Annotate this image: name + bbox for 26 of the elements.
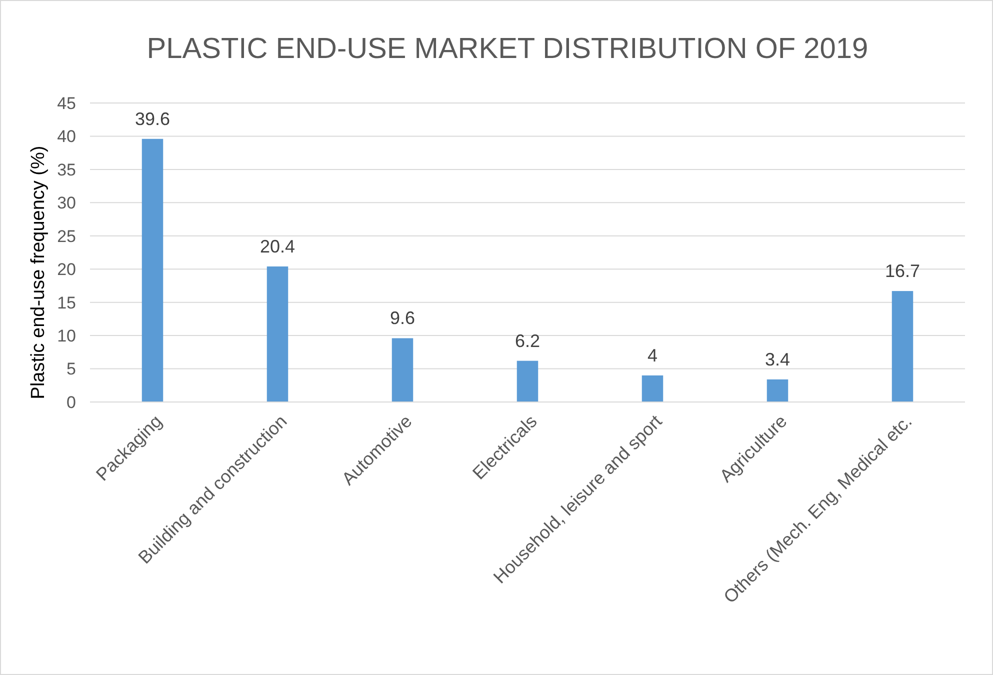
- data-label: 16.7: [884, 261, 920, 282]
- y-tick-label: 30: [57, 194, 76, 213]
- bar: [142, 138, 164, 402]
- y-tick-label: 40: [57, 127, 76, 146]
- bar: [516, 360, 538, 402]
- data-label: 3.4: [764, 349, 790, 370]
- chart-title: PLASTIC END-USE MARKET DISTRIBUTION OF 2019: [146, 33, 868, 65]
- y-tick-label: 35: [57, 160, 76, 180]
- y-tick-label: 20: [57, 260, 76, 280]
- bar: [892, 291, 914, 402]
- data-label: 20.4: [260, 236, 296, 256]
- data-label: 4: [647, 345, 658, 366]
- y-tick-label: 15: [57, 293, 76, 312]
- bar: [766, 379, 788, 402]
- y-tick-label: 10: [57, 326, 76, 346]
- data-label: 39.6: [134, 108, 170, 129]
- data-label: 9.6: [390, 308, 416, 328]
- y-tick-label: 45: [57, 94, 76, 113]
- y-tick-label: 25: [57, 226, 76, 246]
- bar: [642, 375, 664, 402]
- data-label: 6.2: [514, 330, 540, 351]
- y-tick-label: 0: [66, 392, 76, 412]
- y-axis-title: Plastic end-use frequency (%): [28, 146, 49, 400]
- y-tick-label: 5: [66, 360, 76, 379]
- bar: [392, 338, 414, 402]
- bar: [266, 266, 288, 402]
